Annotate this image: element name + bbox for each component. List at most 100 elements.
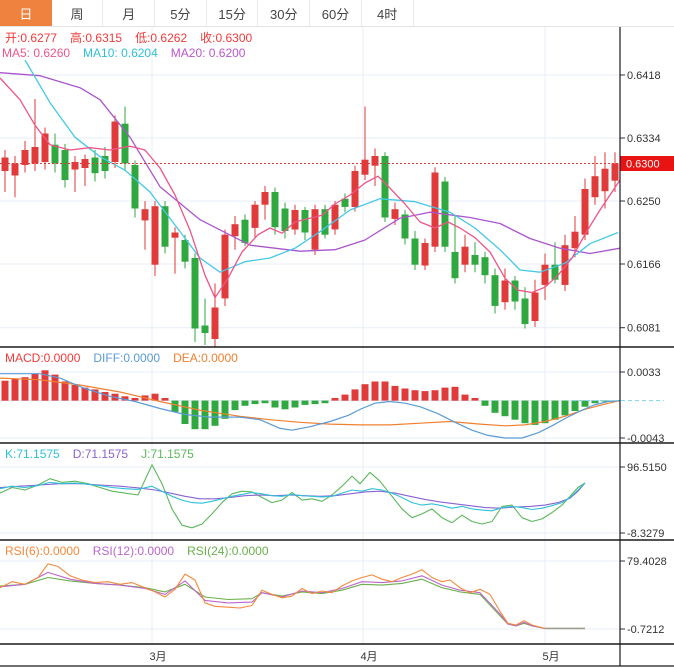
macd-bar (151, 393, 159, 401)
candle-body (461, 246, 469, 265)
candle-body (541, 264, 549, 285)
macd-bar (451, 386, 459, 401)
candle-body (211, 307, 219, 339)
k-line (0, 481, 586, 512)
macd-bar (581, 400, 589, 407)
candle-body (131, 165, 139, 209)
macd-bar (431, 390, 439, 401)
macd-bar (381, 381, 389, 401)
macd-bar (61, 381, 69, 401)
tab-60min[interactable]: 60分 (310, 0, 362, 26)
tab-day[interactable]: 日 (0, 0, 52, 26)
rsi6-line (0, 563, 546, 629)
macd-bar (391, 385, 399, 401)
candle-body (1, 157, 9, 171)
x-axis-month-label: 3月 (149, 651, 166, 663)
candle-body (361, 159, 369, 175)
candle-body (591, 176, 599, 198)
y-axis-label: 0.6081 (627, 323, 661, 335)
macd-bar (541, 400, 549, 424)
tab-15min[interactable]: 15分 (207, 0, 259, 26)
macd-bar (11, 378, 19, 401)
y-axis-label: -0.7212 (627, 624, 664, 636)
candle-body (281, 208, 289, 231)
tab-4hour[interactable]: 4时 (362, 0, 414, 26)
candle-body (31, 147, 39, 164)
macd-bar (361, 384, 369, 401)
macd-bar (401, 388, 409, 401)
candle-body (561, 245, 569, 285)
macd-bar (51, 374, 59, 401)
macd-bar (31, 373, 39, 401)
candle-body (231, 224, 239, 237)
candle-body (241, 219, 249, 243)
candle-body (151, 206, 159, 265)
candle-body (581, 189, 589, 235)
candle-body (141, 209, 149, 221)
x-axis-month-label: 4月 (360, 651, 377, 663)
candle-body (161, 206, 169, 247)
candle-body (61, 150, 69, 180)
macd-bar (511, 400, 519, 420)
macd-bar (271, 400, 279, 408)
ma20-line (0, 72, 621, 255)
j-line (0, 464, 586, 529)
candle-body (251, 204, 259, 228)
macd-bar (71, 385, 79, 401)
macd-bar (261, 400, 269, 404)
macd-bar (351, 389, 359, 401)
macd-bar (531, 400, 539, 425)
macd-bar (91, 389, 99, 401)
macd-bar (321, 400, 329, 404)
rsi12-line (0, 571, 546, 629)
macd-bar (501, 400, 509, 417)
candle-body (411, 238, 419, 265)
macd-bar (101, 392, 109, 401)
candle-body (571, 231, 579, 249)
candle-body (91, 157, 99, 174)
macd-bar (171, 400, 179, 412)
macd-bar (311, 400, 319, 405)
tab-week[interactable]: 周 (52, 0, 104, 26)
macd-bar (191, 400, 199, 430)
macd-bar (561, 400, 569, 416)
candle-body (171, 232, 179, 238)
y-axis-label: 0.6166 (627, 259, 661, 271)
candle-body (381, 156, 389, 218)
candle-body (191, 258, 199, 329)
macd-bar (81, 387, 89, 401)
macd-bar (251, 400, 259, 405)
candle-body (111, 121, 119, 162)
macd-bar (421, 391, 429, 401)
macd-bar (371, 381, 379, 401)
macd-bar (441, 387, 449, 401)
y-axis-label: 96.5150 (627, 462, 667, 474)
macd-bar (241, 400, 249, 406)
tab-month[interactable]: 月 (103, 0, 156, 26)
candle-body (301, 210, 309, 233)
rsi24-line (0, 576, 546, 629)
macd-bar (181, 400, 189, 424)
candle-body (511, 280, 519, 302)
macd-bar (491, 400, 499, 413)
candle-body (221, 234, 229, 299)
macd-bar (411, 390, 419, 401)
candle-body (331, 204, 339, 230)
macd-bar (471, 398, 479, 401)
candle-body (491, 275, 499, 306)
candle-body (431, 172, 439, 247)
dea-line (0, 377, 621, 427)
candle-body (531, 292, 539, 321)
candle-body (601, 168, 609, 192)
y-axis-label: 0.6250 (627, 196, 661, 208)
macd-bar (331, 398, 339, 401)
ma10-line (24, 59, 619, 273)
candle-body (481, 257, 489, 276)
tab-5min[interactable]: 5分 (155, 0, 207, 26)
tab-30min[interactable]: 30分 (258, 0, 311, 26)
ma5-line (0, 77, 621, 299)
candle-body (41, 133, 49, 162)
candle-body (311, 209, 319, 250)
